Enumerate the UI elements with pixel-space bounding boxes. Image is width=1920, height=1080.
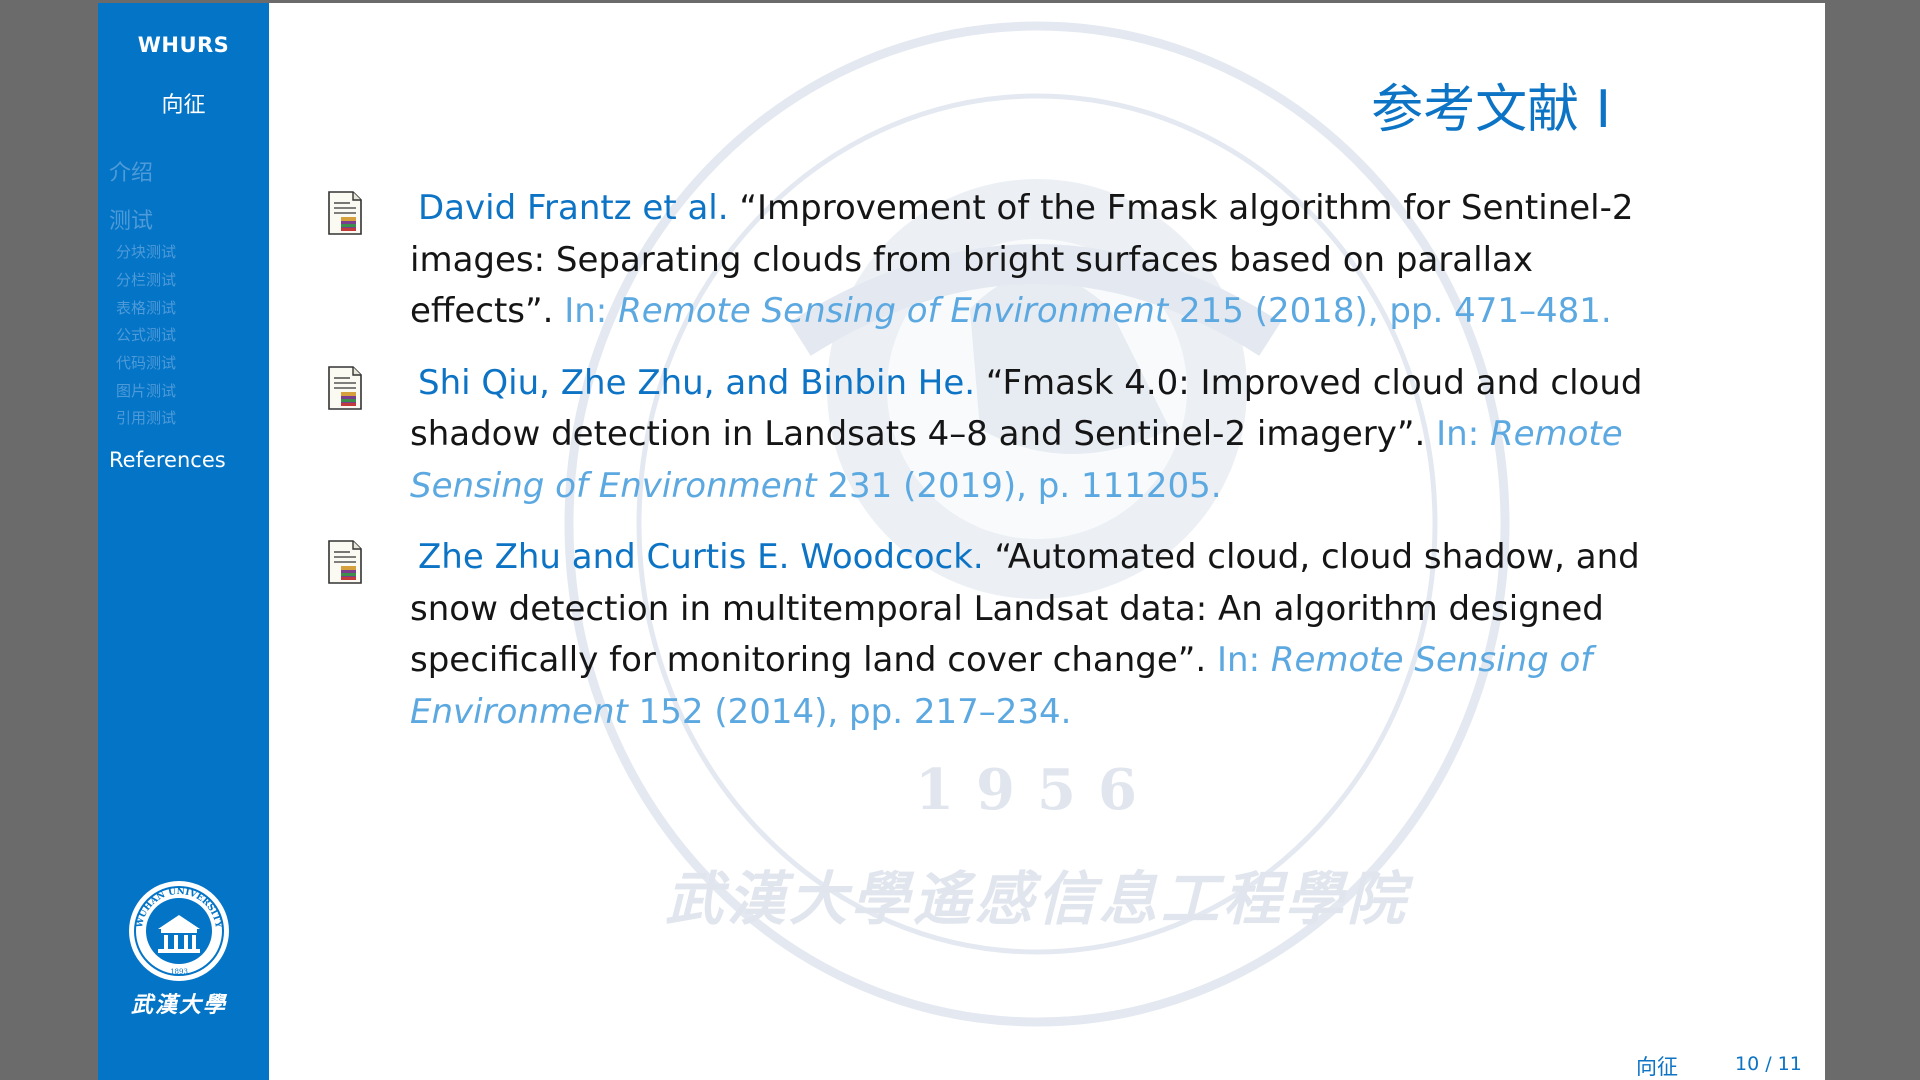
sidebar-sub-code[interactable]: 代码测试 bbox=[116, 354, 177, 372]
watermark-seal: 1956 武漢大學遙感信息工程學院 bbox=[564, 21, 1510, 1027]
reference-item: David Frantz et al. “Improvement of the … bbox=[328, 183, 1678, 338]
reference-title: “Fmask 4.0: Improved cloud and cloud sha… bbox=[410, 362, 1643, 455]
reference-authors[interactable]: Zhe Zhu and Curtis E. Woodcock. bbox=[418, 537, 984, 577]
sidebar-sub-figure[interactable]: 图片测试 bbox=[116, 382, 177, 400]
reference-volume-pages[interactable]: 215 (2018), pp. 471–481. bbox=[1178, 291, 1612, 331]
sidebar-author: WHURS bbox=[137, 33, 230, 57]
sidebar-sub-formula[interactable]: 公式测试 bbox=[116, 326, 177, 344]
sidebar-section-test[interactable]: 测试 bbox=[109, 209, 154, 234]
sidebar: WHURS 向征 介绍 测试 分块测试 分栏测试 表格测试 公式测试 代码测试 … bbox=[98, 3, 269, 1080]
sidebar-presenter-name: 向征 bbox=[161, 93, 206, 118]
sidebar-sub-block[interactable]: 分块测试 bbox=[116, 243, 177, 261]
reference-authors[interactable]: Shi Qiu, Zhe Zhu, and Binbin He. bbox=[418, 362, 976, 403]
reference-title: “Improvement of the Fmask algorithm for … bbox=[410, 188, 1634, 331]
reference-volume-pages[interactable]: 152 (2014), pp. 217–234. bbox=[638, 691, 1072, 732]
reference-volume-pages[interactable]: 231 (2019), p. 111205. bbox=[827, 465, 1222, 506]
reference-journal[interactable]: Remote Sensing of Environment bbox=[618, 291, 1169, 331]
footer-page-number: 10 / 11 bbox=[1735, 1053, 1802, 1075]
reference-in[interactable]: In: bbox=[1436, 414, 1480, 454]
article-icon bbox=[328, 365, 362, 410]
reference-authors[interactable]: David Frantz et al. bbox=[418, 188, 729, 228]
slide-page: 1956 武漢大學遙感信息工程學院 WHURS 向征 介绍 测试 分块测试 分栏… bbox=[98, 3, 1825, 1080]
university-logo: WUHAN UNIVERSITY 1893 武漢大學 bbox=[128, 879, 230, 1019]
reference-journal[interactable]: Remote Sensing of Environment bbox=[410, 640, 1593, 732]
article-icon bbox=[328, 540, 362, 584]
sidebar-sub-table[interactable]: 表格测试 bbox=[116, 299, 177, 317]
reference-title: “Automated cloud, cloud shadow, and snow… bbox=[410, 537, 1640, 680]
reference-list: David Frantz et al. “Improvement of the … bbox=[328, 183, 1678, 758]
watermark-script: 武漢大學遙感信息工程學院 bbox=[665, 865, 1414, 933]
reference-in[interactable]: In: bbox=[564, 291, 608, 331]
reference-journal[interactable]: Remote Sensing of Environment bbox=[410, 414, 1623, 506]
article-icon bbox=[328, 191, 362, 235]
sidebar-sub-columns[interactable]: 分栏测试 bbox=[116, 271, 177, 289]
logo-year: 1893 bbox=[170, 968, 188, 976]
sidebar-section-intro[interactable]: 介绍 bbox=[109, 161, 154, 186]
reference-in[interactable]: In: bbox=[1217, 640, 1261, 680]
slide-title: 参考文献 I bbox=[1371, 80, 1611, 140]
university-seal-icon: WUHAN UNIVERSITY 1893 bbox=[129, 881, 229, 981]
logo-script-text: 武漢大學 bbox=[130, 992, 227, 1018]
reference-item: Shi Qiu, Zhe Zhu, and Binbin He. “Fmask … bbox=[328, 358, 1678, 513]
reference-item: Zhe Zhu and Curtis E. Woodcock. “Automat… bbox=[328, 532, 1678, 738]
sidebar-sub-citation[interactable]: 引用测试 bbox=[116, 409, 177, 427]
watermark-year: 1956 bbox=[915, 757, 1159, 823]
footer-presenter-name: 向征 bbox=[1636, 1055, 1678, 1079]
sidebar-section-references[interactable]: References bbox=[109, 448, 226, 472]
